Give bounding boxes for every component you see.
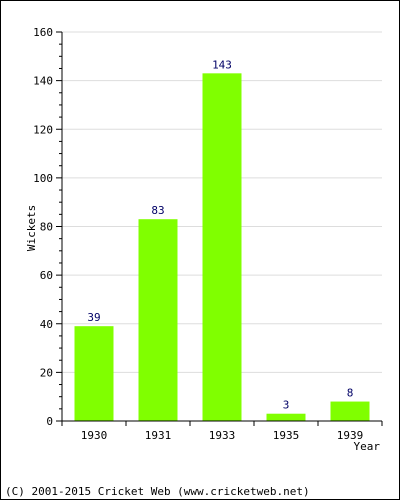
bars [74, 73, 370, 422]
y-tick-label: 140 [33, 75, 53, 88]
data-label: 8 [347, 387, 354, 400]
x-tick-label: 1935 [273, 429, 300, 442]
value-labels: 39 83 143 3 8 [87, 58, 353, 411]
y-axis-title: Wickets [25, 205, 38, 251]
x-tick-labels: 1930 1931 1933 1935 1939 [81, 429, 364, 442]
copyright-credit: (C) 2001-2015 Cricket Web (www.cricketwe… [5, 485, 310, 498]
y-tick-label: 60 [40, 269, 53, 282]
y-tick-label: 0 [46, 415, 53, 428]
y-tick-label: 100 [33, 172, 53, 185]
axes [56, 31, 383, 426]
x-axis-title: Year [354, 440, 381, 453]
x-tick-label: 1930 [81, 429, 108, 442]
y-tick-label: 160 [33, 26, 53, 39]
data-label: 3 [283, 399, 290, 412]
data-label: 83 [151, 204, 164, 217]
bar [202, 73, 242, 422]
data-label: 143 [212, 58, 232, 71]
data-label: 39 [87, 311, 100, 324]
y-tick-label: 40 [40, 318, 53, 331]
bar [138, 219, 178, 421]
y-tick-label: 20 [40, 366, 53, 379]
bar [74, 326, 114, 421]
bar [330, 401, 370, 421]
x-tick-label: 1939 [337, 429, 364, 442]
y-tick-label: 120 [33, 123, 53, 136]
x-tick-label: 1933 [209, 429, 236, 442]
x-tick-label: 1931 [145, 429, 172, 442]
bar [266, 413, 306, 421]
y-tick-label: 80 [40, 221, 53, 234]
y-tick-labels: 0 20 40 60 80 100 120 140 160 [33, 26, 53, 428]
